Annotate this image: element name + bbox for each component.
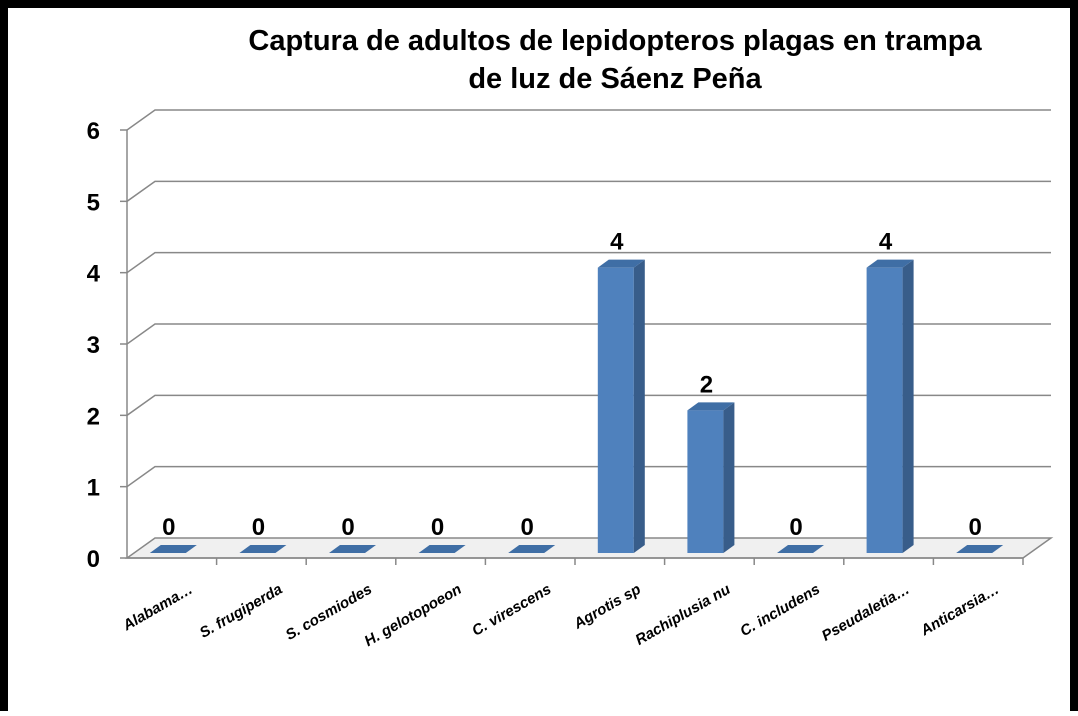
y-tick-label: 6: [87, 118, 100, 145]
bar-top: [418, 545, 466, 553]
x-tick-label: Alabama…: [119, 581, 196, 635]
grid-line: [126, 251, 1051, 274]
data-label: 0: [341, 514, 354, 541]
x-tick-label: Agrotis sp: [570, 581, 644, 633]
bar-top: [777, 545, 824, 553]
y-tick-label: 5: [87, 189, 100, 216]
data-label: 0: [521, 514, 534, 541]
x-tick-label: Rachiplusia nu: [633, 581, 734, 649]
bar-side: [723, 402, 735, 553]
y-tick-label: 3: [87, 332, 100, 359]
y-tick-label: 0: [87, 546, 100, 573]
grid-line: [126, 109, 1051, 131]
bar-top: [687, 402, 735, 411]
y-tick-label: 4: [87, 261, 101, 288]
bar: [329, 545, 376, 553]
grid-line: [126, 323, 1051, 345]
x-tick-label: Pseudaletia…: [819, 581, 913, 645]
bar: [866, 259, 914, 553]
grid-line: [126, 465, 1051, 488]
grid-line: [126, 180, 1051, 202]
x-tick-label: H. gelotopoeon: [362, 581, 465, 650]
x-tick-label: C. includens: [737, 581, 823, 640]
bar: [777, 545, 824, 553]
bar-front: [866, 267, 903, 553]
x-tick-label: Anticarsia…: [917, 581, 1002, 640]
bar-front: [597, 267, 634, 553]
chart-title: Captura de adultos de lepidopteros plaga…: [248, 25, 982, 95]
bar: [418, 545, 466, 553]
bar-front: [687, 410, 724, 553]
x-tick-label: C. virescens: [469, 581, 554, 640]
bar-top: [508, 545, 556, 553]
data-label: 0: [431, 514, 444, 541]
grid-line: [126, 394, 1051, 416]
bar-top: [597, 259, 645, 268]
bar-top: [239, 545, 287, 553]
bar: [239, 545, 287, 553]
data-label: 0: [969, 514, 982, 541]
data-label: 0: [789, 514, 802, 541]
y-tick-label: 1: [87, 475, 100, 502]
data-label: 2: [700, 371, 713, 398]
bar-side: [902, 259, 914, 553]
data-label: 4: [610, 229, 624, 256]
bar: [597, 259, 645, 553]
bar-top: [329, 545, 376, 553]
bar: [508, 545, 556, 553]
data-label: 4: [879, 229, 893, 256]
data-label: 0: [252, 514, 265, 541]
bar: [956, 545, 1004, 553]
bar-top: [149, 545, 197, 553]
x-tick-label: S. frugiperda: [197, 581, 286, 642]
bar-side: [633, 259, 645, 553]
y-tick-label: 2: [87, 403, 100, 430]
bar-top: [956, 545, 1004, 553]
bar-top: [866, 259, 914, 268]
bar: [149, 545, 197, 553]
data-label: 0: [162, 514, 175, 541]
bar: [687, 402, 735, 553]
x-tick-label: S. cosmiodes: [283, 581, 375, 644]
